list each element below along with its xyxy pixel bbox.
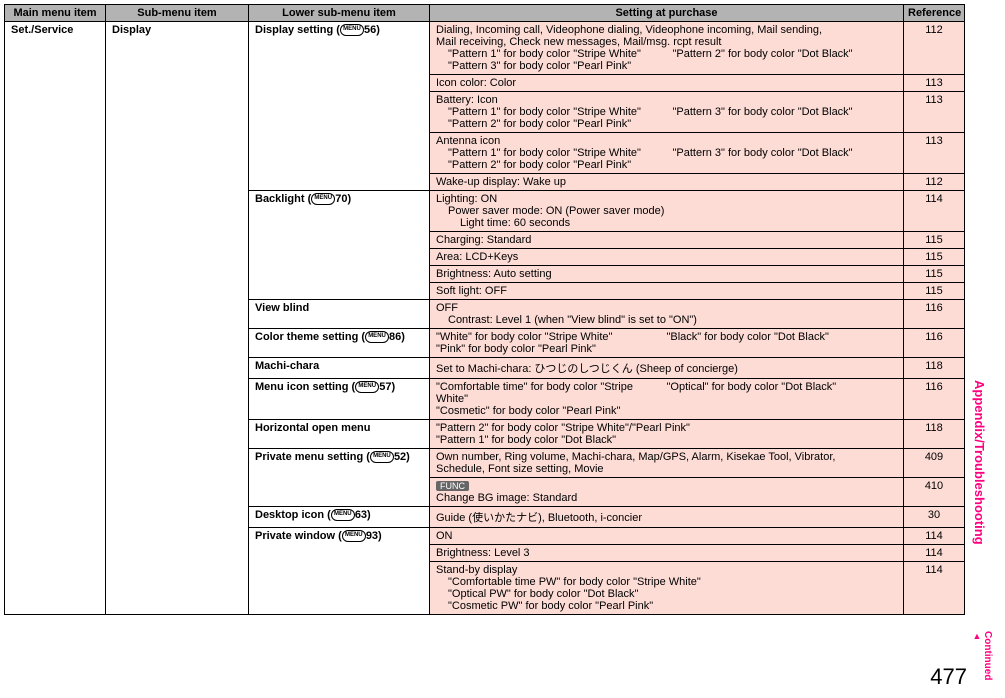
lower-menu-cell: Backlight (MENU70) [249,191,430,300]
header-row: Main menu item Sub-menu item Lower sub-m… [5,5,965,22]
settings-table: Main menu item Sub-menu item Lower sub-m… [4,4,965,615]
reference-cell: 118 [904,358,965,379]
setting-cell: Stand-by display"Comfortable time PW" fo… [430,562,904,615]
reference-cell: 115 [904,266,965,283]
setting-cell: "White" for body color "Stripe White""Bl… [430,329,904,358]
setting-cell: Charging: Standard [430,232,904,249]
func-badge: FUNC [436,481,469,491]
reference-cell: 409 [904,449,965,478]
lower-menu-cell: Display setting (MENU56) [249,22,430,191]
page-number: 477 [930,664,967,690]
lower-menu-cell: Private menu setting (MENU52) [249,449,430,507]
header-sub: Sub-menu item [106,5,249,22]
setting-cell: Dialing, Incoming call, Videophone diali… [430,22,904,75]
reference-cell: 113 [904,75,965,92]
reference-cell: 115 [904,232,965,249]
menu-key-icon: MENU [365,331,389,343]
header-setting: Setting at purchase [430,5,904,22]
setting-cell: "Comfortable time" for body color "Strip… [430,379,904,420]
setting-cell: Guide (使いかたナビ), Bluetooth, i-concier [430,507,904,528]
reference-cell: 116 [904,329,965,358]
setting-cell: Brightness: Auto setting [430,266,904,283]
setting-cell: Lighting: ONPower saver mode: ON (Power … [430,191,904,232]
setting-cell: Area: LCD+Keys [430,249,904,266]
reference-cell: 115 [904,283,965,300]
header-ref: Reference [904,5,965,22]
setting-cell: Wake-up display: Wake up [430,174,904,191]
lower-menu-cell: Menu icon setting (MENU57) [249,379,430,420]
sub-menu-cell: Display [106,22,249,615]
reference-cell: 116 [904,379,965,420]
side-section-label: Appendix/Troubleshooting [972,380,987,545]
lower-menu-cell: Color theme setting (MENU86) [249,329,430,358]
header-lower: Lower sub-menu item [249,5,430,22]
menu-key-icon: MENU [355,381,379,393]
setting-cell: Antenna icon"Pattern 1" for body color "… [430,133,904,174]
setting-cell: Icon color: Color [430,75,904,92]
menu-key-icon: MENU [340,24,364,36]
reference-cell: 114 [904,562,965,615]
reference-cell: 118 [904,420,965,449]
reference-cell: 410 [904,478,965,507]
setting-cell: ON [430,528,904,545]
reference-cell: 113 [904,92,965,133]
reference-cell: 114 [904,545,965,562]
lower-menu-cell: Machi-chara [249,358,430,379]
continued-label: Continued [972,631,993,680]
menu-key-icon: MENU [370,451,394,463]
header-main: Main menu item [5,5,106,22]
lower-menu-cell: Desktop icon (MENU63) [249,507,430,528]
setting-cell: FUNC Change BG image: Standard [430,478,904,507]
setting-cell: "Pattern 2" for body color "Stripe White… [430,420,904,449]
reference-cell: 114 [904,528,965,545]
setting-cell: Soft light: OFF [430,283,904,300]
setting-cell: Battery: Icon"Pattern 1" for body color … [430,92,904,133]
reference-cell: 114 [904,191,965,232]
reference-cell: 112 [904,22,965,75]
menu-key-icon: MENU [331,509,355,521]
setting-cell: Brightness: Level 3 [430,545,904,562]
setting-cell: OFFContrast: Level 1 (when "View blind" … [430,300,904,329]
lower-menu-cell: Horizontal open menu [249,420,430,449]
page-container: Main menu item Sub-menu item Lower sub-m… [0,0,1005,615]
reference-cell: 115 [904,249,965,266]
setting-cell: Set to Machi-chara: ひつじのしつじくん (Sheep of … [430,358,904,379]
reference-cell: 112 [904,174,965,191]
reference-cell: 116 [904,300,965,329]
menu-key-icon: MENU [311,193,335,205]
table-row: Set./ServiceDisplayDisplay setting (MENU… [5,22,965,75]
lower-menu-cell: Private window (MENU93) [249,528,430,615]
menu-key-icon: MENU [342,530,366,542]
setting-cell: Own number, Ring volume, Machi-chara, Ma… [430,449,904,478]
reference-cell: 113 [904,133,965,174]
main-menu-cell: Set./Service [5,22,106,615]
reference-cell: 30 [904,507,965,528]
lower-menu-cell: View blind [249,300,430,329]
